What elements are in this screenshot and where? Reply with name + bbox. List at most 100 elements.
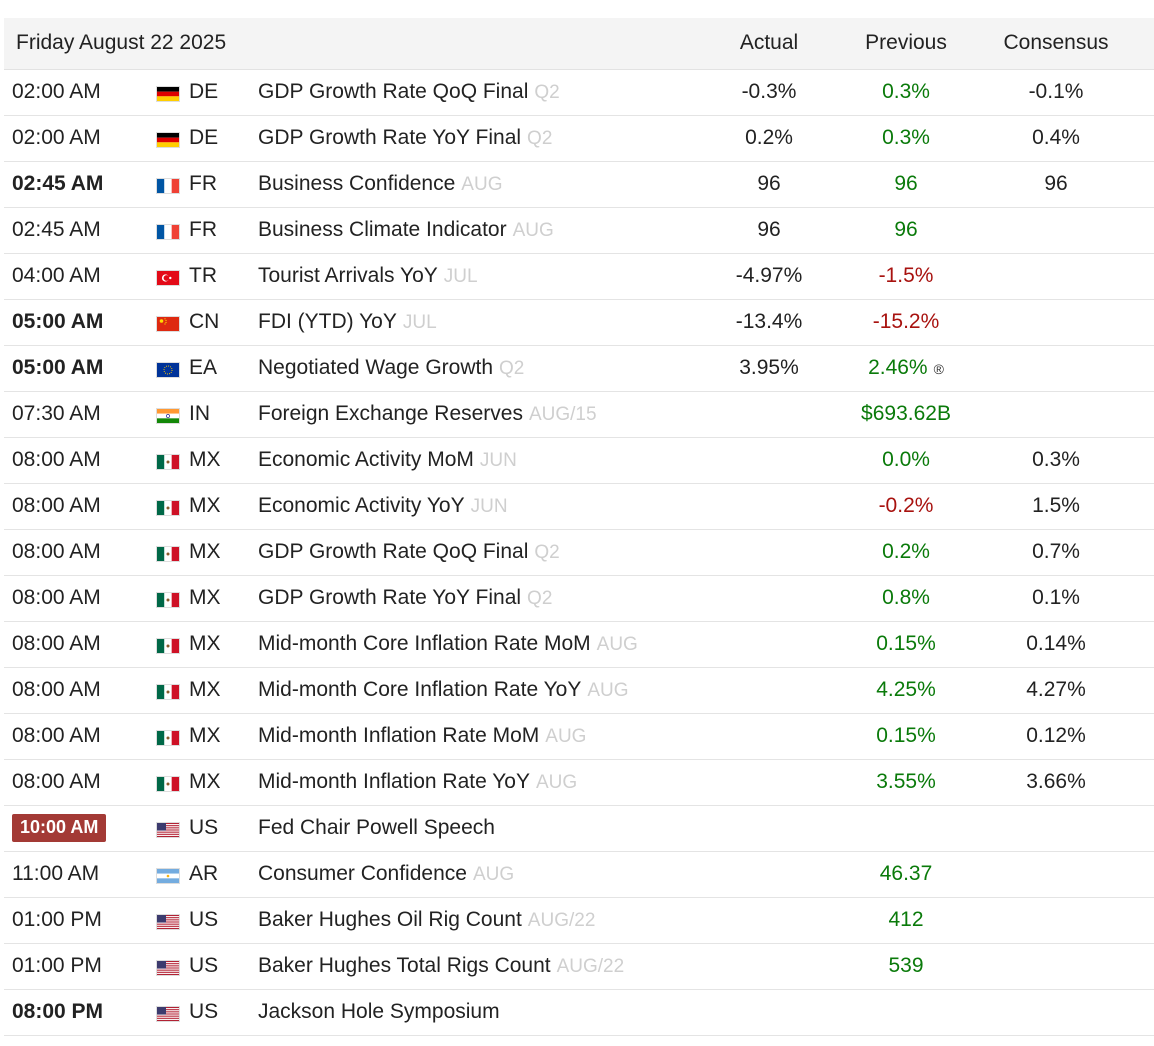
event-name-link[interactable]: GDP Growth Rate QoQ Final Q2	[258, 80, 560, 104]
consensus-value: 0.1%	[1032, 586, 1080, 609]
consensus-value: -0.1%	[1028, 80, 1084, 103]
table-row[interactable]: 01:00 PM US Baker Hughes Total Rigs Coun…	[4, 944, 1154, 990]
table-row[interactable]: 02:00 AM DE GDP Growth Rate YoY Final Q2 …	[4, 116, 1154, 162]
eu-flag-icon	[156, 362, 180, 378]
table-row[interactable]: 08:00 AM MX Mid-month Inflation Rate YoY…	[4, 760, 1154, 806]
mexico-flag-icon	[156, 684, 180, 700]
france-flag-icon	[156, 178, 180, 194]
previous-value: -15.2%	[872, 310, 940, 333]
table-row[interactable]: 02:45 AM FR Business Confidence AUG 96 96…	[4, 162, 1154, 208]
country-code: US	[189, 816, 219, 839]
event-name-link[interactable]: Economic Activity MoM JUN	[258, 448, 517, 472]
reference-period: AUG/22	[527, 910, 596, 931]
event-name-link[interactable]: Mid-month Inflation Rate YoY AUG	[258, 770, 577, 794]
event-name-link[interactable]: Jackson Hole Symposium	[258, 1000, 500, 1024]
country-code: US	[189, 1000, 219, 1023]
country-code: MX	[189, 724, 221, 747]
table-row[interactable]: 10:00 AM US Fed Chair Powell Speech	[4, 806, 1154, 852]
event-name: Consumer Confidence	[258, 862, 467, 885]
usa-flag-icon	[156, 822, 180, 838]
mexico-flag-icon	[156, 730, 180, 746]
country-code: FR	[189, 218, 217, 241]
event-name: GDP Growth Rate QoQ Final	[258, 80, 529, 103]
reference-period: Q2	[527, 128, 553, 149]
table-row[interactable]: 04:00 AM TR Tourist Arrivals YoY JUL -4.9…	[4, 254, 1154, 300]
event-name: Fed Chair Powell Speech	[258, 816, 495, 839]
event-name-link[interactable]: Tourist Arrivals YoY JUL	[258, 264, 478, 288]
event-name-link[interactable]: GDP Growth Rate YoY Final Q2	[258, 126, 552, 150]
mexico-flag-icon	[156, 546, 180, 562]
previous-value: 0.3%	[882, 80, 930, 103]
previous-value: 0.8%	[882, 586, 930, 609]
event-name-link[interactable]: Mid-month Inflation Rate MoM AUG	[258, 724, 586, 748]
event-name-link[interactable]: GDP Growth Rate QoQ Final Q2	[258, 540, 560, 564]
event-name-link[interactable]: Economic Activity YoY JUN	[258, 494, 508, 518]
india-flag-icon	[156, 408, 180, 424]
country-code: IN	[189, 402, 210, 425]
event-time: 01:00 PM	[12, 954, 102, 977]
mexico-flag-icon	[156, 776, 180, 792]
event-time: 01:00 PM	[12, 908, 102, 931]
table-row[interactable]: 08:00 PM US Jackson Hole Symposium	[4, 990, 1154, 1036]
table-row[interactable]: 08:00 AM MX Mid-month Core Inflation Rat…	[4, 622, 1154, 668]
table-row[interactable]: 11:00 AM AR Consumer Confidence AUG 46.37	[4, 852, 1154, 898]
table-row[interactable]: 08:00 AM MX GDP Growth Rate YoY Final Q2 …	[4, 576, 1154, 622]
event-name-link[interactable]: Business Climate Indicator AUG	[258, 218, 554, 242]
usa-flag-icon	[156, 914, 180, 930]
table-row[interactable]: 05:00 AM EA Negotiated Wage Growth Q2 3.9…	[4, 346, 1154, 392]
reference-period: AUG/15	[528, 404, 597, 425]
event-name-link[interactable]: Foreign Exchange Reserves AUG/15	[258, 402, 597, 426]
event-name-link[interactable]: Negotiated Wage Growth Q2	[258, 356, 524, 380]
event-name-link[interactable]: Mid-month Core Inflation Rate MoM AUG	[258, 632, 638, 656]
table-row[interactable]: 08:00 AM MX Mid-month Inflation Rate MoM…	[4, 714, 1154, 760]
event-time-highlighted: 10:00 AM	[12, 814, 107, 842]
mexico-flag-icon	[156, 500, 180, 516]
table-row[interactable]: 02:00 AM DE GDP Growth Rate QoQ Final Q2 …	[4, 70, 1154, 116]
table-row[interactable]: 08:00 AM MX Economic Activity YoY JUN -0.…	[4, 484, 1154, 530]
event-name-link[interactable]: Baker Hughes Total Rigs Count AUG/22	[258, 954, 624, 978]
previous-value: 0.15%	[876, 632, 936, 655]
reference-period: AUG	[461, 174, 503, 195]
event-name-link[interactable]: Fed Chair Powell Speech	[258, 816, 495, 840]
consensus-value: 0.12%	[1026, 724, 1086, 747]
table-row[interactable]: 07:30 AM IN Foreign Exchange Reserves AUG…	[4, 392, 1154, 438]
actual-value: 96	[757, 172, 781, 195]
event-time: 08:00 PM	[12, 1000, 104, 1023]
date-heading: Friday August 22 2025	[16, 31, 227, 54]
event-time: 08:00 AM	[12, 770, 101, 793]
usa-flag-icon	[156, 960, 180, 976]
consensus-column-header: Consensus	[1003, 31, 1109, 54]
table-row[interactable]: 08:00 AM MX Mid-month Core Inflation Rat…	[4, 668, 1154, 714]
previous-value: 2.46% ®	[841, 356, 971, 380]
table-row[interactable]: 08:00 AM MX GDP Growth Rate QoQ Final Q2 …	[4, 530, 1154, 576]
event-time: 08:00 AM	[12, 678, 101, 701]
event-name: Baker Hughes Oil Rig Count	[258, 908, 522, 931]
event-name-link[interactable]: Mid-month Core Inflation Rate YoY AUG	[258, 678, 629, 702]
france-flag-icon	[156, 224, 180, 240]
table-row[interactable]: 08:00 AM MX Economic Activity MoM JUN 0.0…	[4, 438, 1154, 484]
reference-period: JUL	[443, 266, 478, 287]
event-name-link[interactable]: Business Confidence AUG	[258, 172, 502, 196]
consensus-value: 0.7%	[1032, 540, 1080, 563]
previous-value: -0.2%	[878, 494, 934, 517]
event-time: 11:00 AM	[12, 862, 100, 885]
country-code: MX	[189, 494, 221, 517]
event-name-link[interactable]: Baker Hughes Oil Rig Count AUG/22	[258, 908, 595, 932]
event-name-link[interactable]: Consumer Confidence AUG	[258, 862, 514, 886]
event-name: Mid-month Core Inflation Rate YoY	[258, 678, 582, 701]
table-row[interactable]: 05:00 AM CN FDI (YTD) YoY JUL -13.4% -15.…	[4, 300, 1154, 346]
previous-value: 4.25%	[876, 678, 936, 701]
actual-value: -13.4%	[735, 310, 803, 333]
event-name-link[interactable]: FDI (YTD) YoY JUL	[258, 310, 437, 334]
reference-period: Q2	[534, 82, 560, 103]
actual-value: -0.3%	[741, 80, 797, 103]
usa-flag-icon	[156, 1006, 180, 1022]
table-row[interactable]: 01:00 PM US Baker Hughes Oil Rig Count AU…	[4, 898, 1154, 944]
event-name-link[interactable]: GDP Growth Rate YoY Final Q2	[258, 586, 552, 610]
actual-column-header: Actual	[739, 31, 799, 54]
event-time: 08:00 AM	[12, 632, 101, 655]
table-row[interactable]: 02:45 AM FR Business Climate Indicator AU…	[4, 208, 1154, 254]
country-code: US	[189, 908, 219, 931]
event-time: 08:00 AM	[12, 448, 101, 471]
argentina-flag-icon	[156, 868, 180, 884]
